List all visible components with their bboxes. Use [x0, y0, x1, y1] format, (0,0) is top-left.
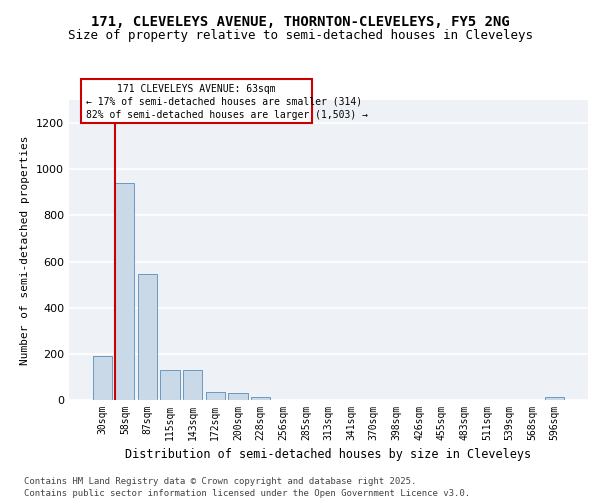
Bar [229, 392, 248, 400]
Bar [251, 397, 270, 400]
Bar [115, 183, 134, 400]
Bar [183, 370, 202, 400]
Bar [545, 397, 565, 400]
Bar [138, 274, 157, 400]
Text: Size of property relative to semi-detached houses in Cleveleys: Size of property relative to semi-detach… [67, 28, 533, 42]
Bar [92, 356, 112, 400]
Text: 82% of semi-detached houses are larger (1,503) →: 82% of semi-detached houses are larger (… [86, 110, 368, 120]
Text: 171, CLEVELEYS AVENUE, THORNTON-CLEVELEYS, FY5 2NG: 171, CLEVELEYS AVENUE, THORNTON-CLEVELEY… [91, 16, 509, 30]
Text: 171 CLEVELEYS AVENUE: 63sqm: 171 CLEVELEYS AVENUE: 63sqm [117, 84, 276, 94]
Text: Contains public sector information licensed under the Open Government Licence v3: Contains public sector information licen… [24, 489, 470, 498]
X-axis label: Distribution of semi-detached houses by size in Cleveleys: Distribution of semi-detached houses by … [125, 448, 532, 462]
Text: ← 17% of semi-detached houses are smaller (314): ← 17% of semi-detached houses are smalle… [86, 96, 362, 106]
Bar [160, 370, 180, 400]
Bar [206, 392, 225, 400]
Text: Contains HM Land Registry data © Crown copyright and database right 2025.: Contains HM Land Registry data © Crown c… [24, 478, 416, 486]
Y-axis label: Number of semi-detached properties: Number of semi-detached properties [20, 135, 31, 365]
